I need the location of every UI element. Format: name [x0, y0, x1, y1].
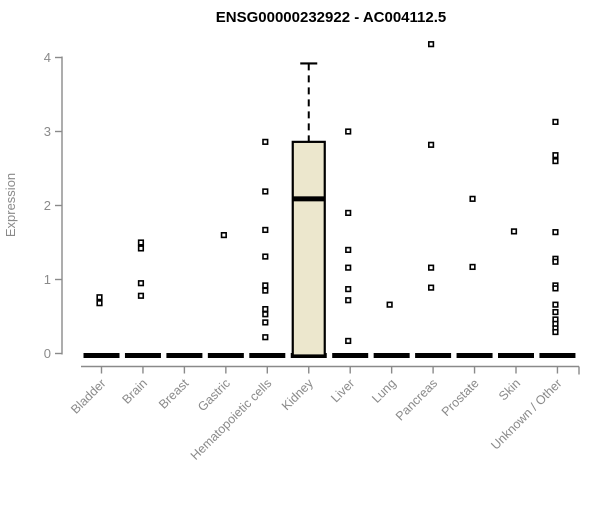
chart-title: ENSG00000232922 - AC004112.5 — [216, 9, 446, 26]
data-point — [469, 263, 476, 271]
data-point — [262, 334, 269, 341]
data-point — [262, 305, 269, 313]
x-category-label: Pancreas — [393, 376, 440, 423]
data-point — [262, 188, 269, 195]
zero-median-bar — [539, 353, 576, 358]
zero-median-bar — [83, 353, 120, 358]
x-category-label: Unknown / Other — [488, 376, 564, 452]
y-tick-label: 4 — [44, 50, 51, 65]
y-tick-label: 2 — [44, 198, 51, 213]
x-category-label: Gastric — [195, 376, 233, 414]
data-point — [137, 245, 145, 252]
y-axis-label: Expression — [3, 173, 18, 237]
y-tick-label: 3 — [44, 124, 51, 139]
data-point — [345, 297, 352, 304]
x-category-label: Kidney — [279, 376, 316, 413]
data-point — [345, 128, 352, 135]
zero-median-bar — [498, 353, 534, 358]
data-point — [262, 319, 269, 326]
data-point — [469, 195, 476, 202]
data-point — [552, 258, 559, 265]
data-point — [552, 118, 559, 125]
data-point — [137, 239, 145, 246]
x-category-label: Brain — [120, 376, 151, 407]
data-point — [552, 229, 559, 236]
x-category-label: Lung — [369, 376, 399, 406]
data-point — [220, 232, 227, 239]
x-category-label: Breast — [156, 376, 192, 412]
data-point — [345, 337, 352, 345]
y-tick-label: 0 — [44, 346, 51, 361]
data-point — [552, 285, 559, 292]
data-point — [262, 311, 269, 318]
data-point — [96, 300, 103, 307]
data-point — [427, 264, 435, 271]
data-point — [345, 246, 352, 254]
data-point — [137, 292, 145, 299]
box-iqr — [291, 140, 326, 357]
data-point — [552, 152, 559, 159]
zero-median-bar — [249, 353, 286, 358]
data-point — [552, 158, 559, 165]
zero-median-bar — [124, 353, 161, 358]
data-point — [552, 308, 559, 316]
zero-median-bar — [207, 353, 244, 358]
data-point — [552, 301, 559, 308]
zero-median-bar — [166, 353, 203, 358]
data-point — [510, 228, 518, 235]
box-median-line — [292, 196, 325, 202]
data-point — [427, 284, 435, 291]
data-point — [262, 138, 269, 145]
zero-median-bar — [415, 353, 452, 358]
data-point — [427, 141, 435, 148]
data-point — [262, 253, 269, 260]
x-category-label: Skin — [496, 376, 523, 403]
zero-median-bar — [456, 353, 493, 358]
zero-median-bar — [373, 353, 410, 358]
data-point — [552, 328, 559, 336]
x-category-label: Bladder — [68, 376, 108, 416]
y-tick-label: 1 — [44, 272, 51, 287]
plot-area: 0 1 2 3 4 Bladder Brain Breast GastricHematopoie… — [44, 41, 580, 463]
data-point — [345, 264, 352, 271]
data-point — [262, 282, 269, 289]
x-category-label: Liver — [328, 376, 357, 405]
data-point — [427, 41, 435, 48]
x-category-label: Prostate — [439, 376, 482, 419]
x-category-label: Hematopoietic cells — [188, 376, 275, 463]
data-point — [386, 301, 393, 308]
data-point — [262, 226, 269, 234]
zero-median-bar — [332, 353, 369, 358]
data-point — [345, 209, 352, 217]
data-point — [96, 294, 103, 301]
data-point — [262, 287, 269, 294]
data-point — [345, 286, 352, 293]
data-point — [137, 280, 145, 287]
